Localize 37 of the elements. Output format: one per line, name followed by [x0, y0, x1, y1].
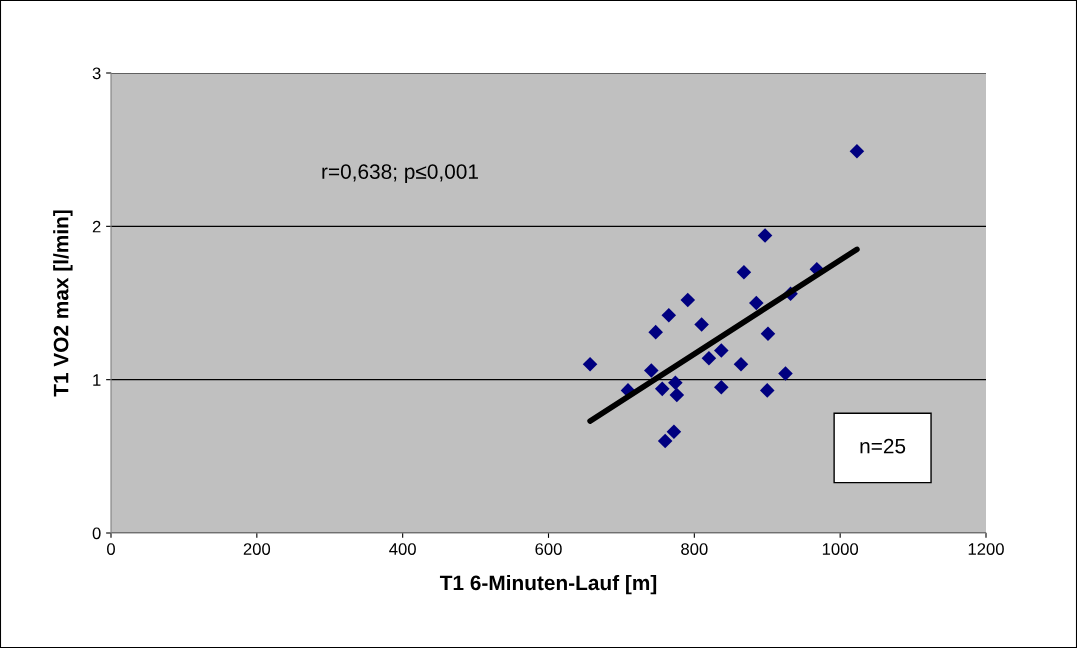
y-tick-label: 2	[92, 220, 101, 233]
x-tick-label: 600	[535, 543, 562, 555]
x-tick-label: 0	[107, 543, 115, 555]
y-tick-label: 1	[93, 374, 101, 386]
point	[759, 383, 775, 398]
point	[757, 228, 773, 243]
point	[680, 292, 696, 308]
x-tick-label: 800	[681, 543, 708, 555]
point	[701, 350, 717, 366]
point	[654, 381, 670, 397]
point	[668, 375, 683, 391]
y-tick-label: 0	[92, 527, 101, 540]
point	[669, 387, 685, 403]
x-axis-title: T1 6-Minuten-Lauf [m]	[439, 574, 657, 595]
point	[694, 317, 709, 332]
point	[733, 357, 749, 372]
annotation: n=25	[860, 438, 906, 454]
point	[666, 424, 682, 440]
point	[778, 366, 793, 381]
point	[760, 326, 776, 341]
point	[714, 380, 729, 395]
point	[749, 295, 764, 311]
point	[661, 307, 677, 323]
point	[849, 143, 865, 159]
point	[657, 433, 673, 449]
point	[714, 343, 729, 358]
y-tick-label: 3	[92, 67, 101, 80]
point	[644, 363, 659, 378]
x-tick-label: 1200	[968, 543, 1004, 555]
x-tick-label: 200	[243, 543, 271, 555]
annotation: r=0,638; p≤0,001	[322, 164, 478, 184]
point	[648, 324, 663, 340]
x-tick-label: 400	[389, 543, 416, 555]
y-axis-title: T1 VO2 max [l/min]	[53, 210, 73, 397]
point	[736, 265, 752, 280]
x-tick-label: 1000	[822, 543, 859, 555]
point	[582, 357, 598, 372]
